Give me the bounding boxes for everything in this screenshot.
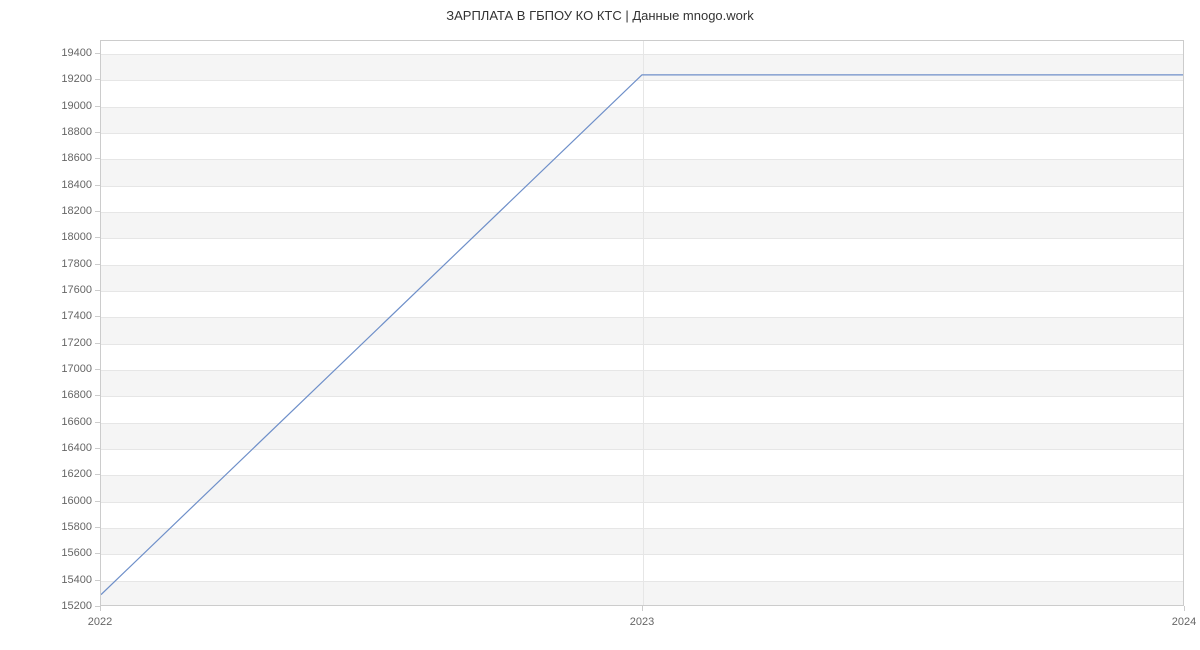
y-axis-label: 17200: [61, 337, 100, 349]
chart-title: ЗАРПЛАТА В ГБПОУ КО КТС | Данные mnogo.w…: [0, 0, 1200, 27]
y-axis-label: 15600: [61, 547, 100, 559]
x-axis-label: 2024: [1172, 606, 1196, 628]
y-axis-label: 19000: [61, 100, 100, 112]
y-axis-label: 16400: [61, 442, 100, 454]
salary-line-chart: ЗАРПЛАТА В ГБПОУ КО КТС | Данные mnogo.w…: [0, 0, 1200, 650]
y-axis-label: 16000: [61, 495, 100, 507]
x-axis-label: 2022: [88, 606, 112, 628]
y-axis-label: 17000: [61, 363, 100, 375]
y-axis-label: 18600: [61, 152, 100, 164]
y-axis-label: 19200: [61, 73, 100, 85]
y-axis-label: 15800: [61, 521, 100, 533]
y-axis-label: 16200: [61, 468, 100, 480]
plot-area: 1520015400156001580016000162001640016600…: [100, 40, 1184, 606]
y-axis-label: 15400: [61, 574, 100, 586]
series-layer: [101, 41, 1183, 605]
series-line-salary: [101, 75, 1183, 595]
y-axis-label: 18200: [61, 205, 100, 217]
y-axis-label: 18400: [61, 179, 100, 191]
y-axis-label: 16600: [61, 416, 100, 428]
y-axis-label: 17800: [61, 258, 100, 270]
y-axis-label: 16800: [61, 389, 100, 401]
y-axis-label: 17400: [61, 310, 100, 322]
y-axis-label: 19400: [61, 47, 100, 59]
x-axis-label: 2023: [630, 606, 654, 628]
y-axis-label: 17600: [61, 284, 100, 296]
y-axis-label: 18000: [61, 231, 100, 243]
y-axis-label: 18800: [61, 126, 100, 138]
